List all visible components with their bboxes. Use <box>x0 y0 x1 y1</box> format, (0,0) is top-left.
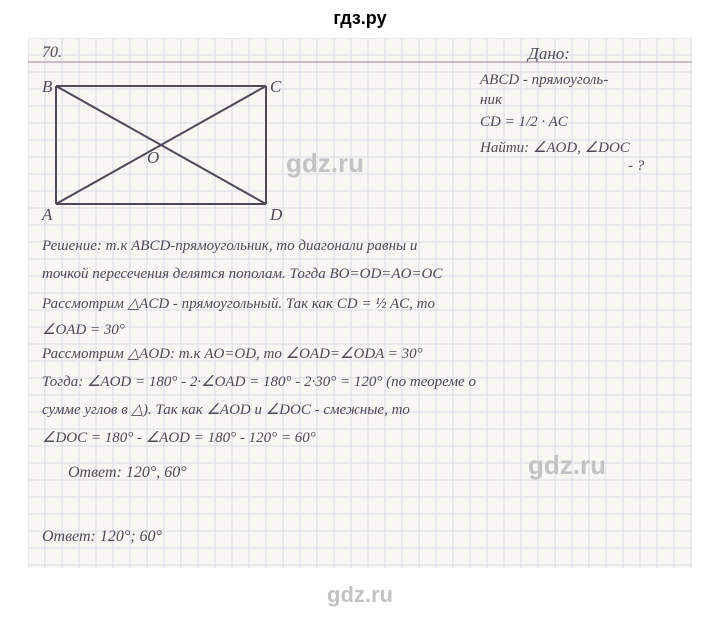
sol-line6: Тогда: ∠AOD = 180° - 2·∠OAD = 180° - 2·3… <box>42 372 476 391</box>
sol-line3: Рассмотрим △ACD - прямоугольный. Так как… <box>42 294 435 313</box>
watermark-1: gdz.ru <box>286 148 364 179</box>
svg-text:C: C <box>270 77 282 96</box>
sol-line5: Рассмотрим △AOD: т.к AO=OD, то ∠OAD=∠ODA… <box>42 344 423 363</box>
sol-line1: Решение: т.к ABCD-прямоугольник, то диаг… <box>42 238 417 255</box>
sol-line8: ∠DOC = 180° - ∠AOD = 180° - 120° = 60° <box>42 428 316 447</box>
header-title: гдз.ру <box>333 8 386 28</box>
svg-text:D: D <box>269 205 283 224</box>
given-line3: CD = 1/2 · AC <box>480 114 568 131</box>
given-line1: ABCD - прямоуголь- <box>480 72 608 89</box>
given-line4: Найти: ∠AOD, ∠DOC <box>480 138 630 157</box>
sol-line4: ∠OAD = 30° <box>42 320 125 339</box>
watermark-2: gdz.ru <box>528 450 606 481</box>
svg-text:B: B <box>42 77 53 96</box>
page-header: гдз.ру <box>0 0 720 38</box>
rectangle-diagram: B C A D O <box>34 56 294 231</box>
sol-line2: точкой пересечения делятся пополам. Тогд… <box>42 266 442 283</box>
svg-text:O: O <box>147 148 159 167</box>
sol-line7: сумме углов в △). Так как ∠AOD и ∠DOC - … <box>42 400 410 419</box>
answer-2: Ответ: 120°; 60° <box>42 528 162 546</box>
svg-text:A: A <box>41 205 53 224</box>
given-line5: - ? <box>628 158 644 175</box>
watermark-bottom: gdz.ru <box>0 582 720 608</box>
given-heading: Дано: <box>528 44 570 64</box>
answer-1: Ответ: 120°, 60° <box>68 464 187 482</box>
given-line2: ник <box>480 92 502 109</box>
notebook-page: 70. BCADO Дано: ABCD - прямоуголь- ник C… <box>28 38 692 568</box>
